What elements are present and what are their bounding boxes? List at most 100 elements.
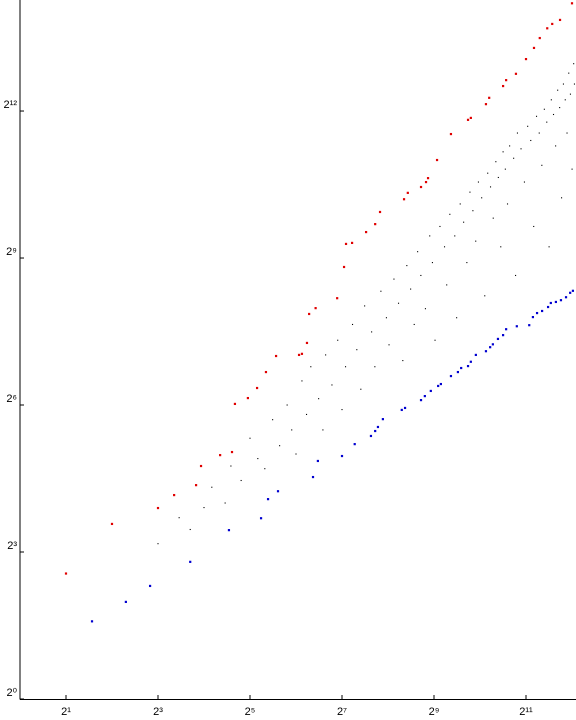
scatter-point xyxy=(538,36,541,40)
scatter-point xyxy=(439,382,442,386)
scatter-point xyxy=(402,360,404,362)
scatter-point xyxy=(279,445,281,447)
scatter-point xyxy=(439,225,441,228)
scatter-point xyxy=(497,176,499,179)
scatter-point xyxy=(325,354,327,356)
scatter-point xyxy=(410,288,412,290)
scatter-point xyxy=(246,396,249,400)
scatter-point xyxy=(378,210,382,214)
scatter-point xyxy=(311,475,315,479)
x-tick-label: 2¹ xyxy=(61,706,71,718)
scatter-point xyxy=(538,132,540,134)
scatter-point xyxy=(454,235,456,237)
scatter-point xyxy=(527,125,529,127)
scatter-point xyxy=(437,384,440,388)
scatter-point xyxy=(157,543,159,545)
scatter-point xyxy=(420,274,422,277)
scatter-point xyxy=(308,312,311,316)
scatter-point xyxy=(459,203,461,205)
scatter-point xyxy=(546,305,550,309)
scatter-point xyxy=(506,203,509,205)
scatter-point xyxy=(472,210,474,212)
scatter-point xyxy=(64,572,68,575)
scatter-point xyxy=(424,180,428,184)
scatter-point xyxy=(573,63,575,65)
scatter-point xyxy=(400,408,403,412)
scatter-point xyxy=(406,191,409,194)
scatter-point xyxy=(429,235,431,237)
scatter-point xyxy=(492,217,494,219)
scatter-point xyxy=(554,300,557,304)
scatter-point xyxy=(475,240,477,242)
scatter-point xyxy=(341,409,343,411)
scatter-point xyxy=(548,246,550,248)
scatter-point xyxy=(331,384,333,386)
scatter-point xyxy=(446,284,448,286)
scatter-point xyxy=(336,297,339,300)
scatter-point xyxy=(316,459,319,463)
scatter-point xyxy=(356,349,358,351)
scatter-point xyxy=(481,197,483,199)
scatter-point xyxy=(496,337,500,341)
scatter-point xyxy=(566,132,568,134)
scatter-point xyxy=(203,507,205,509)
scatter-point xyxy=(230,465,232,467)
scatter-point xyxy=(240,479,242,482)
scatter-point xyxy=(505,79,508,82)
scatter-point xyxy=(388,344,390,346)
scatter-point xyxy=(417,251,419,253)
scatter-point xyxy=(449,132,453,136)
scatter-point xyxy=(189,560,192,563)
scatter-point xyxy=(489,186,492,188)
scatter-point xyxy=(393,278,395,280)
scatter-point xyxy=(466,364,470,368)
scatter-point xyxy=(173,493,176,497)
scatter-point xyxy=(189,528,191,531)
scatter-point xyxy=(259,517,263,520)
scatter-point xyxy=(524,57,528,61)
scatter-point xyxy=(546,27,549,30)
scatter-point xyxy=(535,311,539,315)
scatter-point xyxy=(570,2,574,5)
scatter-point xyxy=(297,353,301,357)
scatter-point xyxy=(520,148,522,150)
y-tick-label: 2¹² xyxy=(4,99,18,111)
scatter-point xyxy=(469,116,472,120)
scatter-point xyxy=(515,325,518,328)
scatter-point xyxy=(559,299,563,302)
scatter-point xyxy=(434,339,436,341)
scatter-point xyxy=(557,89,559,91)
scatter-point xyxy=(286,404,288,406)
scatter-point xyxy=(561,197,563,199)
scatter-point xyxy=(369,434,373,438)
scatter-point xyxy=(546,121,548,123)
scatter-point xyxy=(469,360,472,363)
scatter-point xyxy=(564,99,566,101)
scatter-point xyxy=(555,145,557,147)
scatter-point xyxy=(376,425,380,429)
scatter-point xyxy=(360,388,362,390)
scatter-point xyxy=(351,323,354,326)
scatter-point xyxy=(194,484,198,487)
scatter-point xyxy=(300,352,304,355)
scatter-point xyxy=(558,18,562,22)
scatter-point xyxy=(301,380,303,382)
scatter-point xyxy=(374,223,377,226)
scatter-point xyxy=(110,522,114,526)
scatter-point xyxy=(569,93,571,95)
scatter-point xyxy=(562,83,564,85)
scatter-point xyxy=(550,99,552,101)
scatter-point xyxy=(504,168,506,170)
scatter-point xyxy=(219,454,222,457)
scatter-point xyxy=(266,498,270,501)
scatter-point xyxy=(371,331,373,333)
scatter-point xyxy=(541,164,543,166)
scatter-point xyxy=(156,506,160,510)
x-tick-label: 2⁵ xyxy=(245,706,256,718)
scatter-point xyxy=(552,113,555,116)
scatter-point xyxy=(456,317,458,319)
scatter-point xyxy=(431,262,433,264)
scatter-point xyxy=(406,265,408,267)
scatter-point xyxy=(501,84,505,88)
scatter-point xyxy=(516,132,518,134)
